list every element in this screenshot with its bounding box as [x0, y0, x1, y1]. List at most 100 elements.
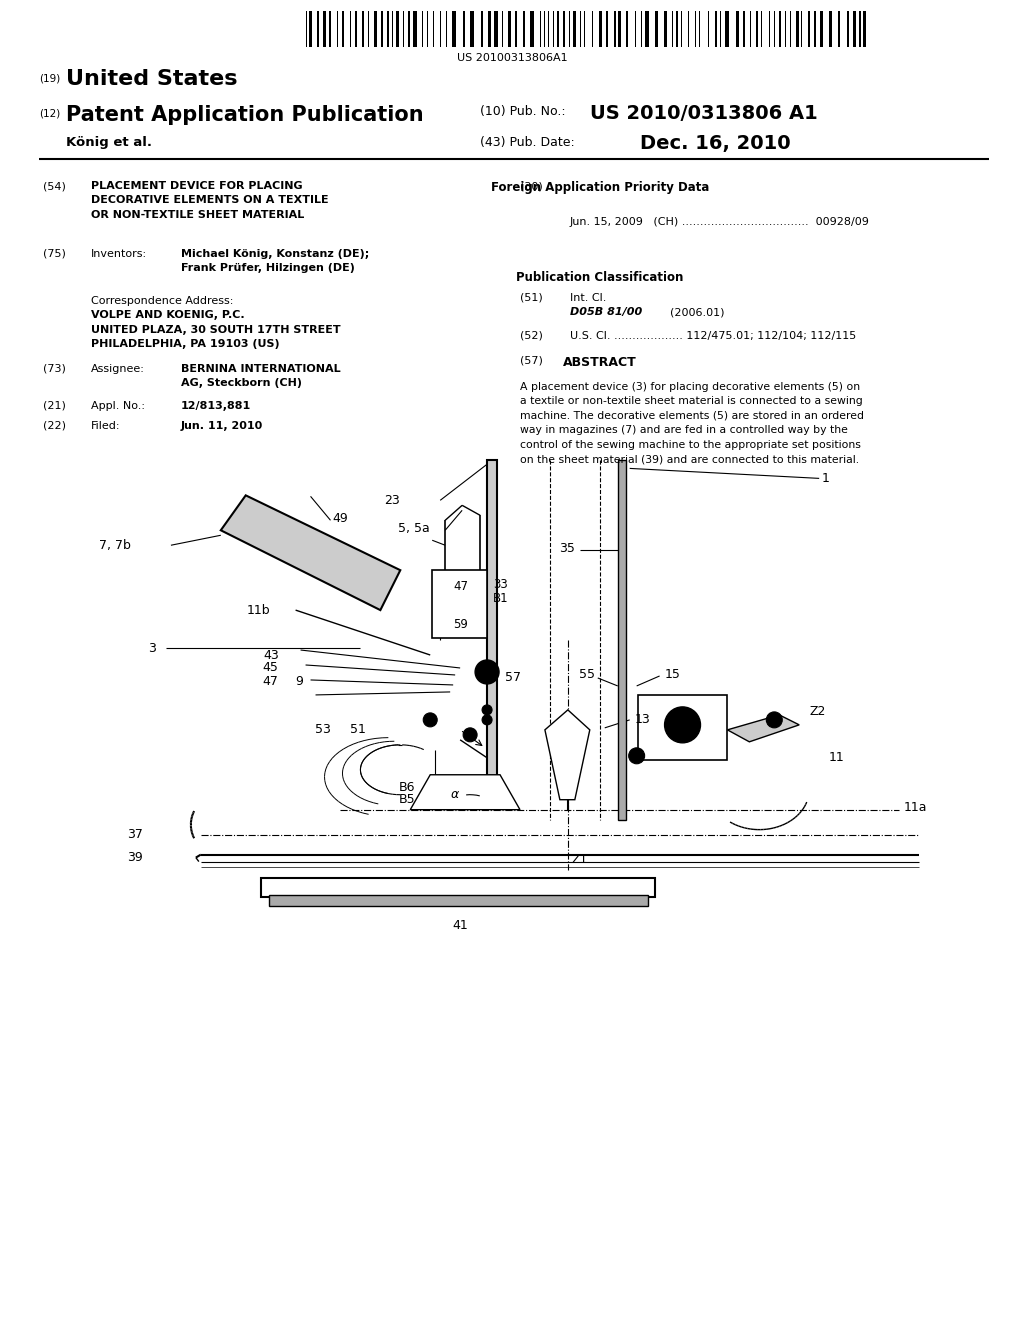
Text: 53: 53	[314, 723, 331, 737]
Bar	[664, 12, 667, 48]
Text: machine. The decorative elements (5) are stored in an ordered: machine. The decorative elements (5) are…	[520, 411, 864, 421]
Text: Jun. 15, 2009   (CH) ...................................  00928/09: Jun. 15, 2009 (CH) .....................…	[569, 218, 869, 227]
Bar	[381, 12, 383, 48]
Bar	[374, 12, 378, 48]
Circle shape	[629, 748, 645, 764]
Text: Frank Prüfer, Hilzingen (DE): Frank Prüfer, Hilzingen (DE)	[181, 263, 354, 273]
Text: 23: 23	[385, 494, 400, 507]
Bar	[626, 12, 628, 48]
Text: 51: 51	[350, 723, 367, 737]
Text: Z1: Z1	[571, 853, 588, 866]
Bar	[838, 12, 840, 48]
Bar	[742, 12, 745, 48]
Text: (52): (52)	[520, 331, 543, 341]
Text: (51): (51)	[520, 293, 543, 302]
Text: (54): (54)	[43, 181, 67, 191]
Text: PLACEMENT DEVICE FOR PLACING: PLACEMENT DEVICE FOR PLACING	[91, 181, 303, 191]
Text: 39: 39	[127, 851, 143, 865]
Text: Dec. 16, 2010: Dec. 16, 2010	[640, 135, 791, 153]
Bar	[808, 12, 810, 48]
Text: 11b: 11b	[247, 603, 270, 616]
Text: 41: 41	[453, 920, 468, 932]
Text: (22): (22)	[43, 421, 67, 430]
Text: (19): (19)	[39, 73, 60, 83]
Text: A placement device (3) for placing decorative elements (5) on: A placement device (3) for placing decor…	[520, 381, 860, 392]
Bar	[862, 12, 866, 48]
Bar	[396, 12, 399, 48]
Bar	[859, 12, 860, 48]
Bar	[606, 12, 608, 48]
Bar	[756, 12, 759, 48]
Bar	[409, 12, 410, 48]
Bar	[268, 895, 647, 907]
Circle shape	[665, 708, 700, 743]
Text: König et al.: König et al.	[67, 136, 153, 149]
Bar	[573, 12, 575, 48]
Bar	[599, 12, 602, 48]
Circle shape	[475, 660, 499, 684]
Text: (12): (12)	[39, 108, 60, 119]
Text: 43: 43	[263, 648, 279, 661]
Bar	[638, 694, 727, 760]
Text: 1: 1	[822, 471, 830, 484]
Text: 9: 9	[296, 676, 303, 689]
Circle shape	[423, 713, 437, 727]
Bar	[414, 12, 417, 48]
Text: PHILADELPHIA, PA 19103 (US): PHILADELPHIA, PA 19103 (US)	[91, 339, 280, 350]
Text: AG, Steckborn (CH): AG, Steckborn (CH)	[181, 378, 302, 388]
Text: 57: 57	[505, 672, 521, 685]
Bar	[715, 12, 718, 48]
Circle shape	[482, 715, 493, 725]
Bar	[847, 12, 849, 48]
Text: (75): (75)	[43, 249, 67, 259]
Bar	[617, 461, 626, 820]
Circle shape	[675, 717, 690, 733]
Text: Appl. No.:: Appl. No.:	[91, 400, 145, 411]
Circle shape	[634, 752, 640, 759]
Text: D05B 81/00: D05B 81/00	[569, 308, 642, 317]
Text: BERNINA INTERNATIONAL: BERNINA INTERNATIONAL	[181, 363, 341, 374]
Text: (2006.01): (2006.01)	[670, 308, 724, 317]
Bar	[316, 12, 319, 48]
Bar	[445, 12, 447, 48]
Text: DECORATIVE ELEMENTS ON A TEXTILE: DECORATIVE ELEMENTS ON A TEXTILE	[91, 195, 329, 206]
Bar	[523, 12, 525, 48]
Text: (43) Pub. Date:: (43) Pub. Date:	[480, 136, 574, 149]
Bar	[355, 12, 357, 48]
Text: 11a: 11a	[904, 801, 928, 814]
Bar	[487, 12, 492, 48]
Text: Filed:: Filed:	[91, 421, 121, 430]
Text: (73): (73)	[43, 363, 67, 374]
Text: 59: 59	[454, 618, 468, 631]
Text: Z2: Z2	[809, 705, 825, 718]
Polygon shape	[545, 710, 590, 800]
Bar	[557, 12, 559, 48]
Text: a textile or non-textile sheet material is connected to a sewing: a textile or non-textile sheet material …	[520, 396, 863, 407]
Text: 49: 49	[333, 512, 348, 525]
Text: 37: 37	[127, 828, 143, 841]
Text: VOLPE AND KOENIG, P.C.: VOLPE AND KOENIG, P.C.	[91, 310, 245, 321]
Text: 3: 3	[148, 642, 156, 655]
Text: B1: B1	[493, 593, 509, 605]
Bar	[342, 12, 344, 48]
Bar	[563, 12, 565, 48]
Polygon shape	[221, 495, 400, 610]
Text: (57): (57)	[520, 355, 543, 366]
Bar	[725, 12, 729, 48]
Bar	[487, 461, 497, 800]
Text: 47: 47	[454, 581, 468, 593]
Bar	[853, 12, 856, 48]
Bar	[261, 878, 654, 898]
Text: on the sheet material (39) and are connected to this material.: on the sheet material (39) and are conne…	[520, 454, 859, 465]
Text: Patent Application Publication: Patent Application Publication	[67, 106, 424, 125]
Bar	[530, 12, 534, 48]
Text: 15: 15	[665, 668, 681, 681]
Bar	[699, 12, 700, 48]
Bar	[432, 570, 487, 638]
Text: 5, 5a: 5, 5a	[398, 521, 430, 535]
Text: Inventors:: Inventors:	[91, 249, 147, 259]
Bar	[736, 12, 739, 48]
Circle shape	[463, 727, 477, 742]
Bar	[828, 12, 833, 48]
Bar	[481, 12, 482, 48]
